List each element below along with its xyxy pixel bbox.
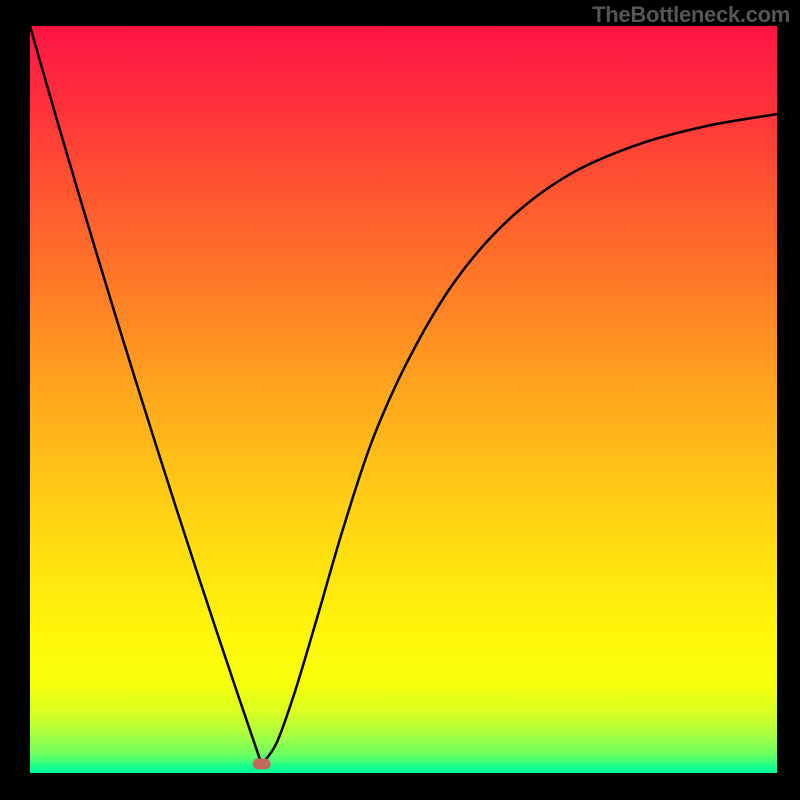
bottleneck-chart <box>30 26 777 773</box>
bottleneck-curve <box>30 26 777 773</box>
curve-left-branch <box>30 26 262 764</box>
watermark-text: TheBottleneck.com <box>592 2 790 28</box>
curve-min-marker <box>252 758 271 769</box>
curve-right-branch <box>262 114 777 764</box>
